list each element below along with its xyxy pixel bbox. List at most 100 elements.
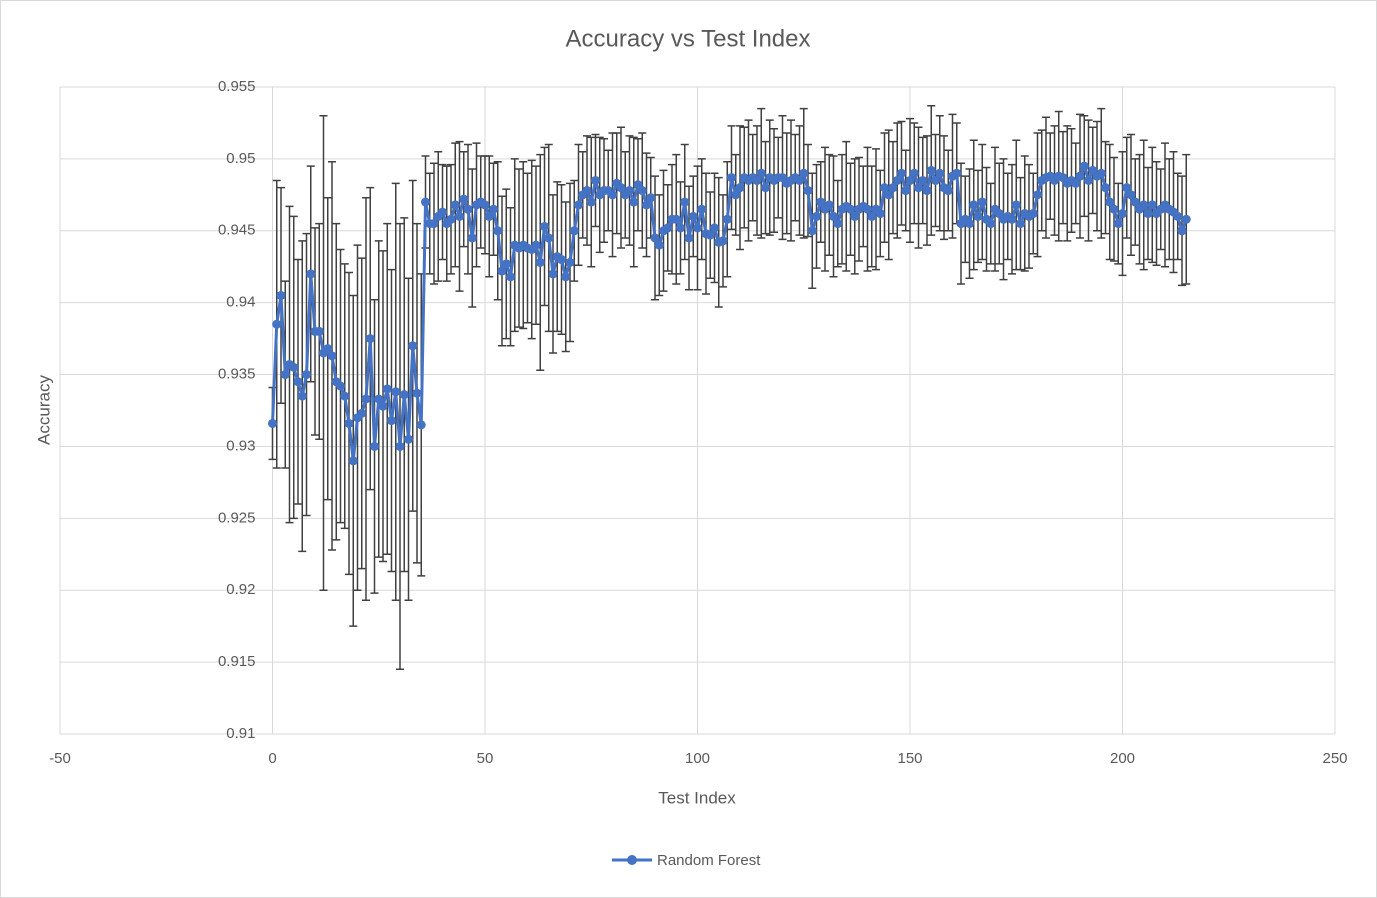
marker — [1139, 200, 1149, 210]
marker — [467, 233, 477, 243]
marker — [867, 211, 877, 221]
marker — [909, 168, 919, 178]
marker — [557, 255, 566, 265]
marker — [1079, 161, 1089, 171]
marker — [569, 226, 579, 236]
marker — [340, 391, 350, 401]
marker — [302, 370, 311, 380]
marker — [943, 186, 953, 196]
marker — [289, 362, 299, 372]
marker — [676, 223, 685, 233]
marker — [952, 168, 962, 178]
marker — [710, 223, 719, 233]
marker — [892, 175, 902, 185]
x-tick-label: 100 — [685, 750, 710, 767]
marker — [650, 233, 660, 243]
marker — [327, 351, 337, 361]
marker — [531, 240, 541, 250]
marker — [935, 168, 945, 178]
marker — [314, 326, 324, 336]
marker — [1071, 178, 1081, 188]
marker — [799, 168, 809, 178]
marker — [646, 193, 656, 203]
marker — [561, 272, 571, 282]
x-tick-label: 50 — [477, 750, 494, 767]
marker — [535, 257, 545, 267]
marker — [391, 387, 401, 397]
y-tick-label: 0.945 — [218, 222, 256, 239]
marker — [446, 214, 456, 224]
marker — [506, 272, 515, 282]
marker — [616, 183, 626, 193]
legend-label: Random Forest — [657, 852, 761, 869]
marker — [812, 211, 821, 221]
marker — [1007, 214, 1017, 224]
marker — [404, 434, 413, 444]
x-tick-label: -50 — [49, 750, 71, 767]
marker — [438, 207, 447, 217]
marker — [727, 173, 736, 183]
marker — [450, 200, 460, 210]
marker — [1177, 226, 1187, 236]
marker — [888, 183, 898, 193]
marker — [731, 190, 741, 200]
marker — [1105, 197, 1115, 207]
marker — [846, 204, 855, 214]
marker — [880, 183, 889, 193]
marker — [897, 168, 906, 178]
marker — [680, 197, 690, 207]
marker — [697, 204, 707, 214]
marker — [914, 183, 923, 193]
marker — [463, 204, 473, 214]
marker — [684, 233, 694, 243]
y-tick-label: 0.93 — [226, 437, 255, 454]
marker — [455, 211, 464, 221]
marker — [378, 401, 388, 411]
marker — [497, 266, 507, 276]
marker — [986, 219, 996, 229]
marker — [722, 214, 732, 224]
marker — [374, 394, 384, 404]
y-tick-label: 0.915 — [218, 653, 256, 670]
marker — [323, 344, 333, 354]
marker — [421, 197, 430, 207]
marker — [905, 175, 915, 185]
marker — [297, 391, 307, 401]
marker — [671, 214, 681, 224]
marker — [586, 197, 596, 207]
marker — [965, 219, 974, 229]
marker — [926, 165, 936, 175]
legend-marker — [627, 855, 637, 865]
marker — [365, 334, 375, 344]
marker — [480, 200, 490, 210]
marker — [973, 211, 983, 221]
marker — [884, 190, 894, 200]
marker — [1143, 209, 1153, 219]
marker — [591, 175, 600, 185]
marker — [1109, 204, 1119, 214]
marker — [850, 211, 860, 221]
y-tick-label: 0.94 — [226, 294, 255, 311]
y-tick-label: 0.92 — [226, 581, 255, 598]
marker — [306, 269, 316, 279]
marker — [608, 190, 617, 200]
x-tick-label: 200 — [1110, 750, 1135, 767]
marker — [412, 388, 422, 398]
marker — [268, 418, 277, 428]
marker — [361, 394, 371, 404]
marker — [1096, 168, 1106, 178]
marker — [1084, 175, 1093, 185]
marker — [1033, 190, 1042, 200]
marker — [484, 211, 494, 221]
marker — [803, 186, 813, 196]
marker — [795, 175, 804, 185]
marker — [1122, 183, 1132, 193]
marker — [501, 259, 511, 269]
marker — [688, 211, 698, 221]
marker — [336, 381, 345, 391]
marker — [348, 456, 358, 466]
marker — [1101, 183, 1110, 193]
marker — [816, 197, 826, 207]
